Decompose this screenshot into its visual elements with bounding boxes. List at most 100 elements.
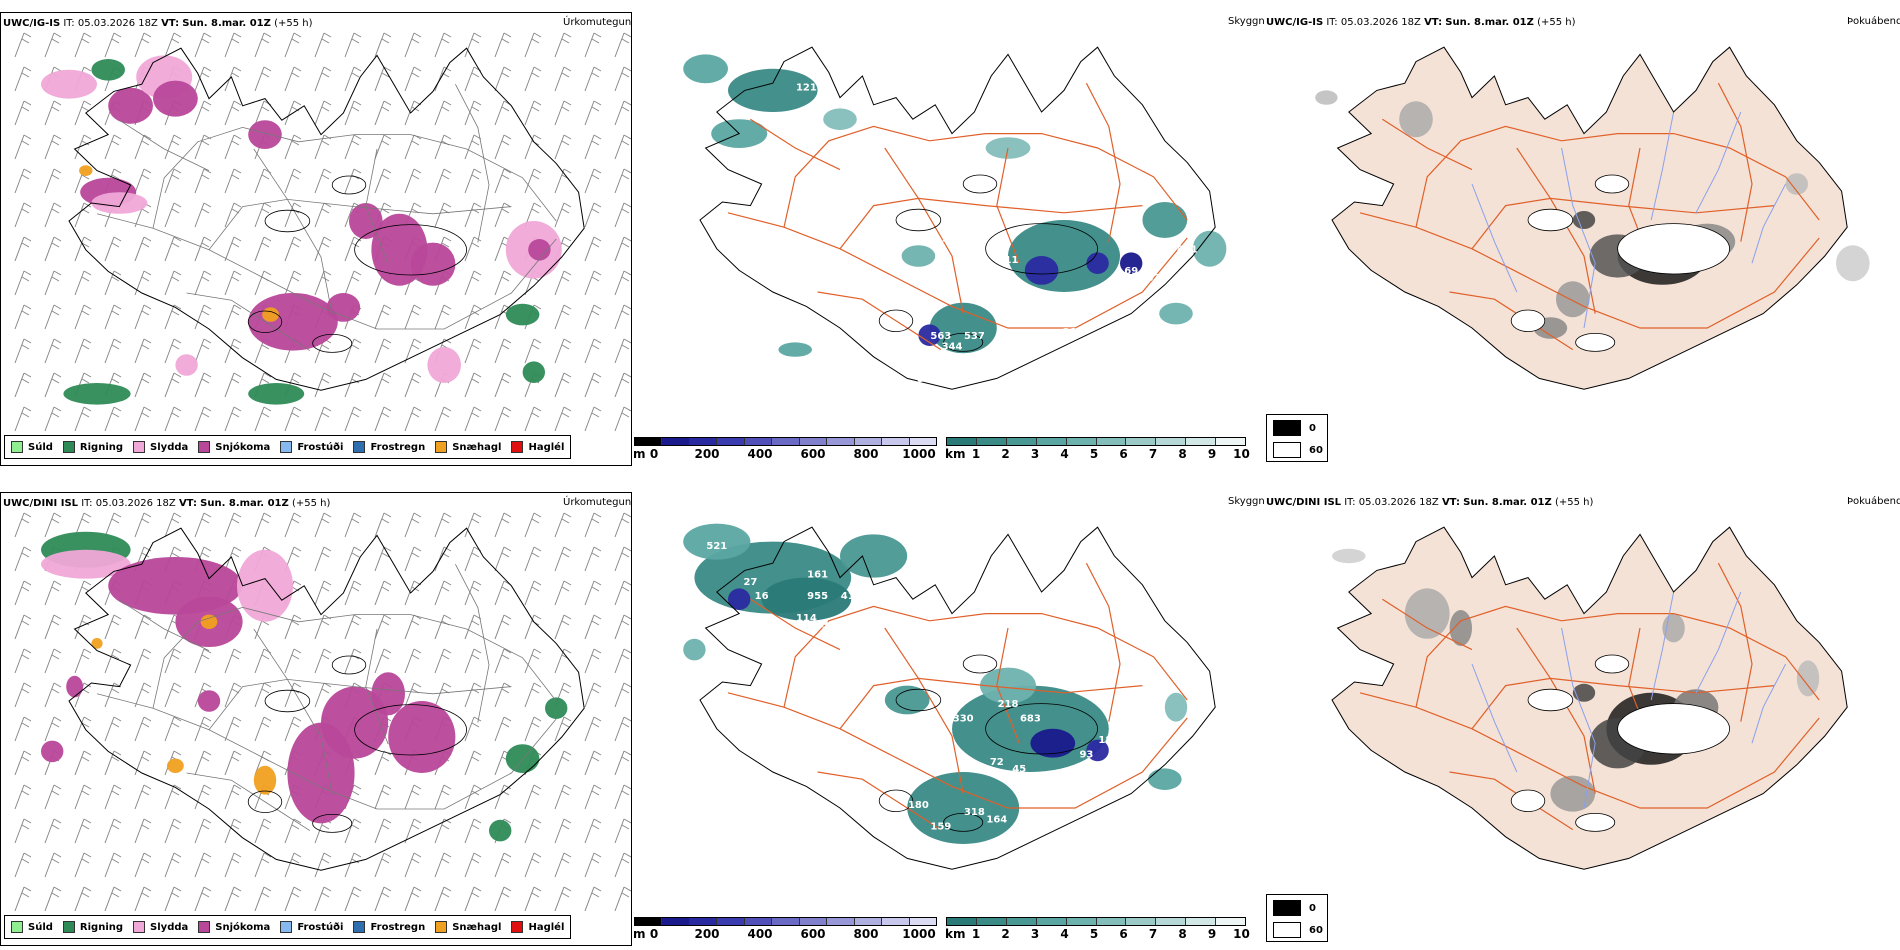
ceiling-peak-label: 344 <box>942 342 963 353</box>
clouds-blob <box>1024 256 1059 285</box>
clouds-blob <box>1164 692 1188 722</box>
precip-blob <box>545 697 568 719</box>
ceiling-peak-label: 32 <box>822 620 836 631</box>
ceiling-peak-label: 683 <box>1020 714 1041 725</box>
clouds-blob <box>683 638 706 661</box>
glacier-outline <box>264 689 311 713</box>
legend-label: Snjókoma <box>215 921 271 933</box>
glacier-outline <box>264 209 311 233</box>
header-it-label: IT: <box>1326 17 1338 28</box>
legend-swatch <box>198 921 211 933</box>
legend-swatch <box>198 441 211 453</box>
fog-legend-swatch <box>1273 900 1301 916</box>
visibility-tick: 9 <box>1207 447 1217 461</box>
clouds-panel-ig-is: Skyggni 121 33 22 141 211 172 307 457 69 52 891 71 38… <box>632 12 1264 466</box>
header-it-value: 05.03.2026 18Z <box>1340 17 1421 28</box>
clouds-field <box>683 54 1227 357</box>
ceiling-peak-label: 172 <box>1009 291 1030 302</box>
precip-field <box>41 531 568 842</box>
glacier-outline <box>895 688 942 712</box>
precip-blob <box>253 765 277 795</box>
clouds-blob <box>980 667 1036 704</box>
precip-blob <box>489 819 512 842</box>
legend-label: Rigning <box>79 441 124 453</box>
fog-legend-item: 60 <box>1273 922 1323 938</box>
visibility-unit: km <box>945 447 966 461</box>
fog-map-layer <box>1315 46 1870 390</box>
ceiling-tick: 0 <box>649 447 659 461</box>
clouds-blob <box>901 245 936 267</box>
clouds-blob <box>761 577 852 621</box>
header-model: UWC/IG-IS <box>3 18 61 29</box>
precip-blob <box>505 744 540 773</box>
ceiling-peak-label: 988 <box>690 399 711 410</box>
glacier-outline <box>331 655 367 675</box>
ceiling-peak-label: 521 <box>706 541 727 552</box>
precip-blob <box>108 87 153 124</box>
fog-panel-title: Þokuábendi <box>1847 16 1900 27</box>
fog-blob <box>1332 548 1366 564</box>
ceiling-peak-label: 82 <box>822 378 836 389</box>
ceiling-peak-label: 327 <box>673 577 694 588</box>
run-info-header: UWC/DINI ISL IT: 05.03.2026 18Z VT: Sun.… <box>1266 497 1593 508</box>
ceiling-peak-label: 318 <box>964 807 985 818</box>
header-vt-label: VT: <box>161 18 180 29</box>
precip-blob <box>41 69 97 99</box>
fog-blob <box>1404 588 1450 639</box>
fog-map-layer <box>1331 526 1848 870</box>
ceiling-peak-label: 218 <box>998 699 1019 710</box>
precip-panel-ig-is: UWC/IG-IS IT: 05.03.2026 18Z VT: Sun. 8.… <box>0 12 632 466</box>
precip-blob <box>91 638 103 649</box>
visibility-colorbar: km 1 2 3 4 5 6 7 8 9 10 <box>945 437 1250 461</box>
legend-swatch <box>11 921 23 933</box>
precip-blob <box>91 59 125 81</box>
clouds-blob <box>1086 252 1109 274</box>
visibility-tick: 8 <box>1178 447 1187 461</box>
fog-map <box>1331 526 1848 870</box>
visibility-tick: 10 <box>1233 927 1250 941</box>
header-vt-value: Sun. 8.mar. 01Z <box>182 18 271 29</box>
fog-map <box>1315 46 1870 390</box>
clouds-blob <box>840 534 908 578</box>
precip-map <box>14 32 631 432</box>
roads <box>727 562 1188 831</box>
legend-item: Frostregn <box>353 921 425 933</box>
legend-label: Súld <box>28 921 53 933</box>
legend-item: Súld <box>11 441 53 453</box>
glacier-outline <box>247 310 283 334</box>
visibility-tick: 7 <box>1148 447 1158 461</box>
clouds-blob <box>1086 739 1109 762</box>
legend-swatch <box>11 441 23 453</box>
visibility-tick: 6 <box>1119 447 1128 461</box>
legend-label: Haglél <box>528 441 565 453</box>
legend-label: Rigning <box>79 921 124 933</box>
header-lead: (+55 h) <box>274 18 313 29</box>
legend-swatch <box>133 921 146 933</box>
legend-item: Haglél <box>511 441 564 453</box>
fog-blob <box>1785 173 1808 195</box>
fog-legend-swatch <box>1273 420 1301 436</box>
visibility-tick: 3 <box>1030 927 1040 941</box>
visibility-tick: 7 <box>1148 927 1158 941</box>
glacier-outline <box>962 174 998 194</box>
fog-legend-swatch <box>1273 922 1301 938</box>
glacier-outline <box>1617 703 1731 755</box>
ceiling-peak-label: 71 <box>1203 270 1217 281</box>
visibility-colorbar: km 1 2 3 4 5 6 7 8 9 10 <box>945 917 1250 941</box>
precip-blob <box>522 361 545 384</box>
clouds-blob <box>683 54 728 84</box>
legend-item: Snæhagl <box>435 921 501 933</box>
legend-item: Rigning <box>62 441 124 453</box>
ceiling-peak-label: 563 <box>930 331 951 342</box>
legend-item: Frostúði <box>280 921 343 933</box>
ceiling-peak-label: 410 <box>841 591 862 602</box>
legend-swatch <box>435 921 448 933</box>
glacier-outline <box>1527 688 1574 712</box>
legend-item: Slydda <box>133 921 188 933</box>
legend-item: Frostregn <box>353 441 425 453</box>
ceiling-tick: 800 <box>853 447 879 461</box>
fog-blob <box>1572 683 1596 702</box>
precip-blob <box>63 383 131 405</box>
